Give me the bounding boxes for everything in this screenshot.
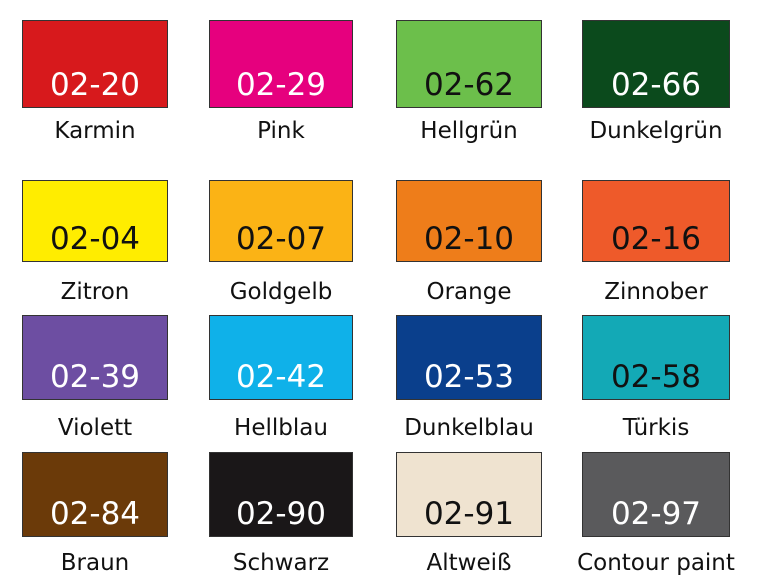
color-code: 02-10	[423, 221, 515, 257]
color-code: 02-04	[49, 221, 141, 257]
color-code: 02-16	[610, 221, 702, 257]
color-swatch: 02-16	[582, 180, 730, 262]
color-code: 02-29	[235, 67, 327, 103]
color-swatch: 02-29	[209, 20, 353, 108]
color-name: Violett	[57, 415, 133, 441]
color-name: Contour paint	[577, 550, 735, 576]
color-code: 02-97	[610, 496, 702, 532]
color-swatch: 02-91	[396, 452, 542, 537]
color-swatch: 02-07	[209, 180, 353, 262]
color-code: 02-39	[49, 359, 141, 395]
color-swatch: 02-84	[22, 452, 168, 537]
color-name: Dunkelblau	[404, 415, 534, 441]
color-swatch: 02-10	[396, 180, 542, 262]
color-swatch: 02-04	[22, 180, 168, 262]
color-name: Türkis	[622, 415, 690, 441]
color-code: 02-84	[49, 496, 141, 532]
color-swatch: 02-97	[582, 452, 730, 537]
color-name: Dunkelgrün	[589, 118, 723, 144]
color-code: 02-90	[235, 496, 327, 532]
color-name: Pink	[257, 118, 305, 144]
color-code: 02-58	[610, 359, 702, 395]
color-code: 02-20	[49, 67, 141, 103]
color-code: 02-07	[235, 221, 327, 257]
color-swatch: 02-20	[22, 20, 168, 108]
color-name: Schwarz	[232, 550, 330, 576]
color-swatch: 02-66	[582, 20, 730, 108]
color-code: 02-62	[423, 67, 515, 103]
color-name: Zitron	[60, 279, 130, 305]
color-name: Hellblau	[234, 415, 328, 441]
color-code: 02-91	[423, 496, 515, 532]
color-swatch: 02-53	[396, 315, 542, 400]
color-swatch: 02-42	[209, 315, 353, 400]
color-code: 02-42	[235, 359, 327, 395]
color-name: Braun	[60, 550, 130, 576]
color-name: Goldgelb	[229, 279, 333, 305]
color-name: Zinnober	[604, 279, 708, 305]
color-name: Altweiß	[426, 550, 512, 576]
color-name: Hellgrün	[420, 118, 518, 144]
color-swatch: 02-90	[209, 452, 353, 537]
color-swatch: 02-62	[396, 20, 542, 108]
color-name: Karmin	[54, 118, 136, 144]
color-name: Orange	[426, 279, 512, 305]
color-swatch: 02-39	[22, 315, 168, 400]
color-code: 02-53	[423, 359, 515, 395]
color-swatch: 02-58	[582, 315, 730, 400]
color-code: 02-66	[610, 67, 702, 103]
